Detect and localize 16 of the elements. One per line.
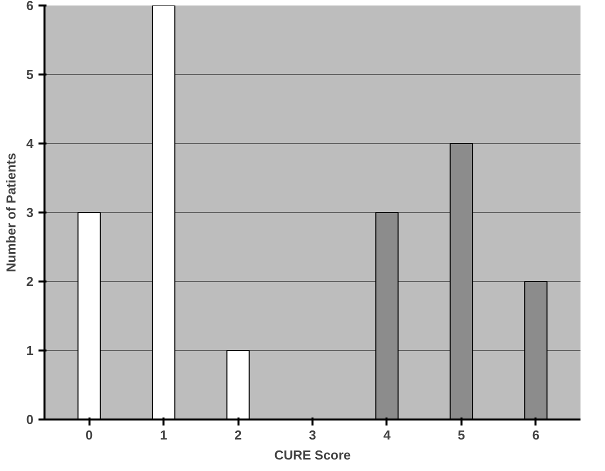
x-axis-title: CURE Score xyxy=(274,448,351,462)
y-tick-label: 3 xyxy=(26,205,34,220)
x-tick-label: 4 xyxy=(383,428,392,442)
y-axis-title: Number of Patients xyxy=(3,152,18,272)
x-tick-label: 1 xyxy=(160,428,168,442)
y-tick-label: 2 xyxy=(26,274,34,289)
y-tick-label: 0 xyxy=(26,412,34,427)
x-tick-label: 2 xyxy=(234,428,242,442)
y-tick-label: 4 xyxy=(26,136,34,151)
x-tick-label: 6 xyxy=(532,428,540,442)
y-tick-label: 5 xyxy=(26,67,34,82)
y-tick-label: 1 xyxy=(26,343,34,358)
x-tick-label: 5 xyxy=(458,428,466,442)
y-tick-label: 6 xyxy=(26,0,34,13)
x-tick-label: 3 xyxy=(308,428,316,442)
x-tick-label: 0 xyxy=(86,428,93,442)
